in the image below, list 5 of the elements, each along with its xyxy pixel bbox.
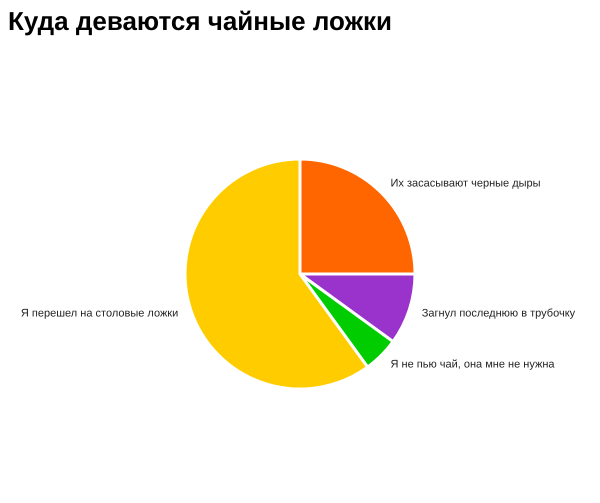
slice-label: Загнул последнюю в трубочку	[422, 308, 576, 320]
slice-label: Их засасывают черные дыры	[390, 177, 541, 190]
chart-title: Куда деваются чайные ложки	[8, 6, 392, 36]
slice-label: Я не пью чай, она мне не нужна	[390, 358, 556, 371]
slice-label: Я перешел на столовые ложки	[20, 308, 178, 320]
